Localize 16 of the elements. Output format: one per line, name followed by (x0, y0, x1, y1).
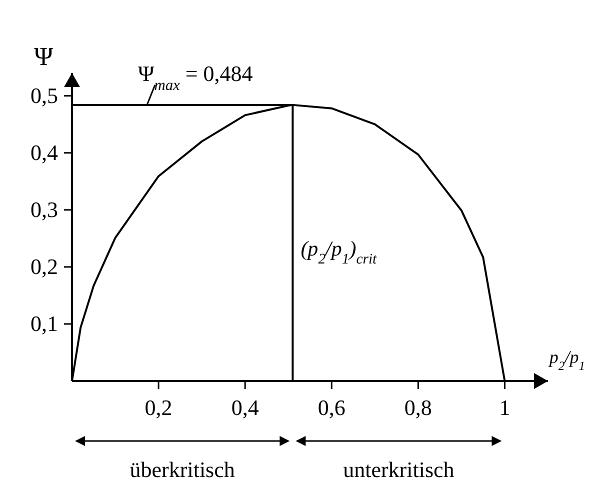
y-tick-label: 0,2 (30, 254, 58, 279)
x-tick-label: 0,6 (318, 395, 346, 420)
y-axis-title: Ψ (34, 42, 54, 71)
y-tick-label: 0,4 (30, 140, 58, 165)
x-tick-label: 1 (499, 395, 510, 420)
x-tick-label: 0,2 (144, 395, 172, 420)
text: unterkritisch (343, 457, 454, 482)
x-axis-title: p$_{2}$/p$_{1}$ (547, 347, 585, 373)
y-tick-label: 0,1 (30, 310, 58, 336)
x-tick-label: 0,8 (404, 395, 432, 420)
ref-line-label: (p$_{2}$/p$_{1}$)$_{crit}$ (300, 236, 378, 268)
y-tick-label: 0,3 (30, 196, 58, 222)
ref-line-label: Ψ$_{max}$ = 0,484 (138, 60, 253, 94)
y-tick-label: 0,5 (30, 82, 58, 108)
text: überkritisch (130, 457, 235, 482)
x-tick-label: 0,4 (231, 395, 259, 420)
